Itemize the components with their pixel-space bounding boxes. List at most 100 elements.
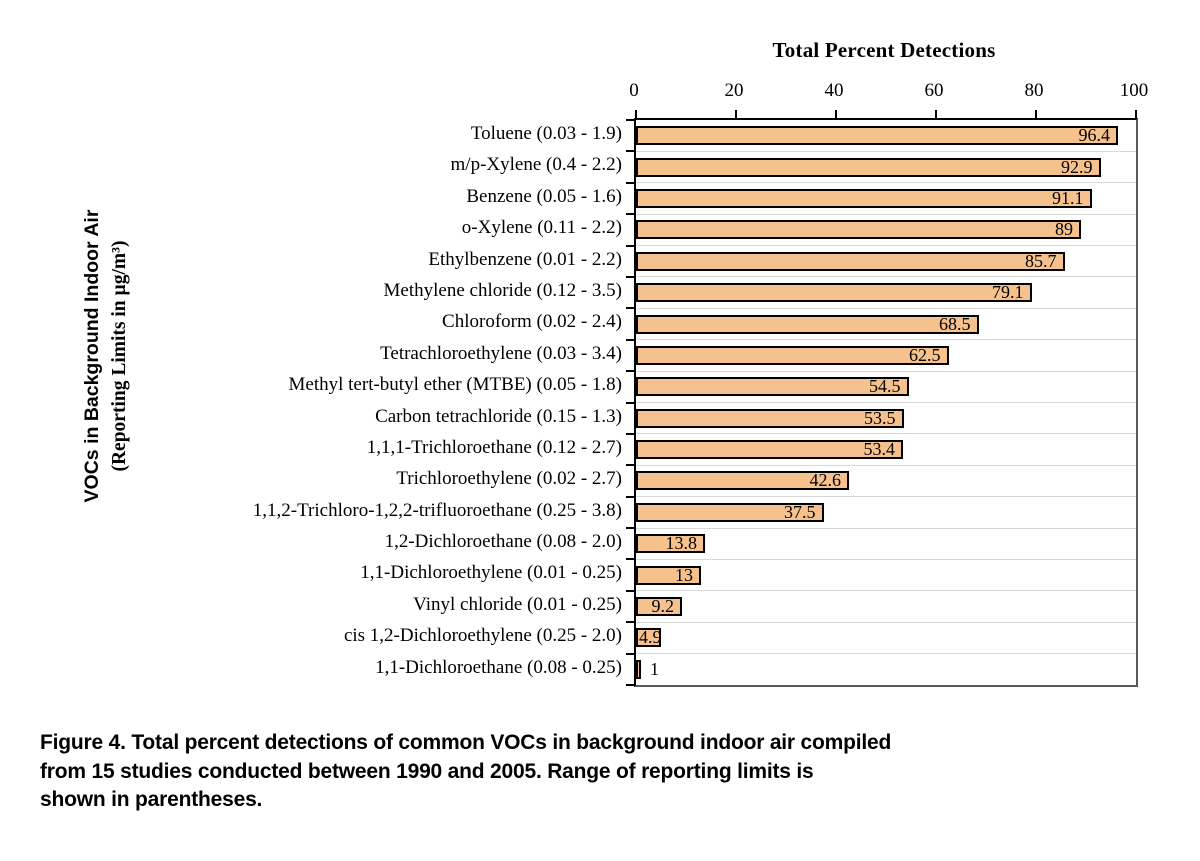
row-separator xyxy=(636,213,1136,215)
bar xyxy=(636,377,909,397)
y-tick-mark xyxy=(626,307,634,310)
category-label: 1,1,2-Trichloro-1,2,2-trifluoroethane (0… xyxy=(252,499,622,521)
bar xyxy=(636,188,1092,208)
bar-value-label: 13.8 xyxy=(665,533,698,554)
bar xyxy=(636,314,979,334)
bar xyxy=(636,534,705,554)
y-tick-mark xyxy=(626,527,634,530)
category-label: Ethylbenzene (0.01 - 2.2) xyxy=(428,248,622,270)
bar-value-label: 54.5 xyxy=(869,376,901,397)
x-tick-mark xyxy=(635,110,637,118)
row-separator xyxy=(636,182,1136,184)
bar-value-label: 89 xyxy=(1055,219,1073,240)
y-tick-mark xyxy=(626,370,634,373)
figure-caption-line-1: Figure 4. Total percent detections of co… xyxy=(40,731,892,754)
bar-value-label: 53.5 xyxy=(864,407,896,428)
x-tick-label: 20 xyxy=(724,80,744,101)
bar xyxy=(636,157,1101,177)
bar-value-label: 37.5 xyxy=(784,501,816,522)
category-label: cis 1,2-Dichloroethylene (0.25 - 2.0) xyxy=(343,625,622,647)
category-label: 1,2-Dichloroethane (0.08 - 2.0) xyxy=(384,531,622,553)
figure-caption-line-2: from 15 studies conducted between 1990 a… xyxy=(40,759,814,783)
x-tick-label: 60 xyxy=(924,80,944,101)
x-tick-label: 0 xyxy=(629,80,639,101)
bar-value-label: 62.5 xyxy=(909,344,941,365)
y-tick-mark xyxy=(626,621,634,624)
x-tick-mark xyxy=(1135,110,1137,118)
category-label: 1,1,1-Trichloroethane (0.12 - 2.7) xyxy=(366,436,622,458)
y-axis-title-line-1: VOCs in Background Indoor Air xyxy=(81,209,103,503)
bar xyxy=(636,565,701,585)
y-axis-title: VOCs in Background Indoor Air (Reporting… xyxy=(79,0,133,716)
bar-value-label: 96.4 xyxy=(1078,125,1111,146)
x-tick-mark xyxy=(1035,110,1037,118)
y-tick-mark xyxy=(626,684,634,686)
x-tick-label: 100 xyxy=(1119,80,1149,101)
row-separator xyxy=(636,621,1136,623)
y-tick-mark xyxy=(626,464,634,467)
y-tick-mark xyxy=(626,150,634,153)
row-separator xyxy=(636,590,1136,592)
category-label: Methylene chloride (0.12 - 3.5) xyxy=(383,279,622,301)
bar xyxy=(636,251,1065,271)
y-tick-mark xyxy=(626,652,634,655)
x-tick-mark xyxy=(835,110,837,118)
bar-value-label: 1 xyxy=(650,658,659,679)
bar-value-label: 92.9 xyxy=(1061,156,1093,177)
row-separator xyxy=(636,464,1136,466)
bar xyxy=(636,471,849,491)
category-label: Vinyl chloride (0.01 - 0.25) xyxy=(413,593,622,615)
y-tick-mark xyxy=(626,338,634,341)
row-separator xyxy=(636,527,1136,529)
row-separator xyxy=(636,496,1136,498)
y-tick-mark xyxy=(626,432,634,435)
bar-value-label: 91.1 xyxy=(1052,187,1084,208)
y-tick-mark xyxy=(626,495,634,498)
row-separator xyxy=(636,402,1136,403)
category-label: Methyl tert-butyl ether (MTBE) (0.05 - 1… xyxy=(288,374,622,396)
category-label: m/p-Xylene (0.4 - 2.2) xyxy=(450,154,622,176)
bar-value-label: 13 xyxy=(675,564,693,585)
x-tick-mark xyxy=(735,110,737,118)
category-label: o-Xylene (0.11 - 2.2) xyxy=(461,217,622,239)
figure-caption: Figure 4. Total percent detections of co… xyxy=(40,729,891,815)
bar xyxy=(636,597,682,617)
row-separator xyxy=(636,370,1136,372)
bar-value-label: 85.7 xyxy=(1025,250,1057,271)
row-separator xyxy=(636,307,1136,309)
figure-caption-line-3: shown in parentheses. xyxy=(40,788,263,811)
y-tick-mark xyxy=(626,589,634,592)
bar-value-label: 68.5 xyxy=(939,313,971,334)
bar xyxy=(636,220,1081,240)
bar xyxy=(636,502,824,522)
category-label: Benzene (0.05 - 1.6) xyxy=(466,185,622,207)
bar xyxy=(636,126,1118,146)
y-tick-mark xyxy=(626,181,634,184)
y-tick-mark xyxy=(626,119,634,121)
category-label: Chloroform (0.02 - 2.4) xyxy=(442,311,622,333)
category-label: 1,1-Dichloroethane (0.08 - 0.25) xyxy=(375,656,622,678)
x-axis-title: Total Percent Detections xyxy=(772,38,996,62)
category-label: Trichloroethylene (0.02 - 2.7) xyxy=(396,468,622,490)
y-tick-mark xyxy=(626,558,634,561)
y-tick-mark xyxy=(626,213,634,216)
bar-value-label: 79.1 xyxy=(992,282,1024,303)
row-separator xyxy=(636,276,1136,278)
bar xyxy=(636,628,661,648)
plot-area: 96.4 92.9 91.1 89 85.7 79.1 68.5 62.5 54.5 53.5 53… xyxy=(626,110,1138,687)
row-separator xyxy=(636,558,1136,560)
y-tick-mark xyxy=(626,401,634,404)
row-separator xyxy=(636,339,1136,341)
category-label: Tetrachloroethylene (0.03 - 3.4) xyxy=(380,342,622,364)
x-tick-mark xyxy=(935,110,937,118)
category-label: 1,1-Dichloroethylene (0.01 - 0.25) xyxy=(360,562,622,584)
bar xyxy=(636,440,903,460)
bar-value-label: 42.6 xyxy=(809,470,842,491)
y-axis-title-line-2: (Reporting Limits in µg/m³) xyxy=(109,240,130,472)
row-separator xyxy=(636,245,1136,247)
bar xyxy=(636,659,641,679)
x-tick-label: 80 xyxy=(1024,80,1044,101)
bar-value-label: 9.2 xyxy=(651,596,675,617)
bar xyxy=(636,283,1032,303)
category-label: Carbon tetrachloride (0.15 - 1.3) xyxy=(375,405,622,427)
